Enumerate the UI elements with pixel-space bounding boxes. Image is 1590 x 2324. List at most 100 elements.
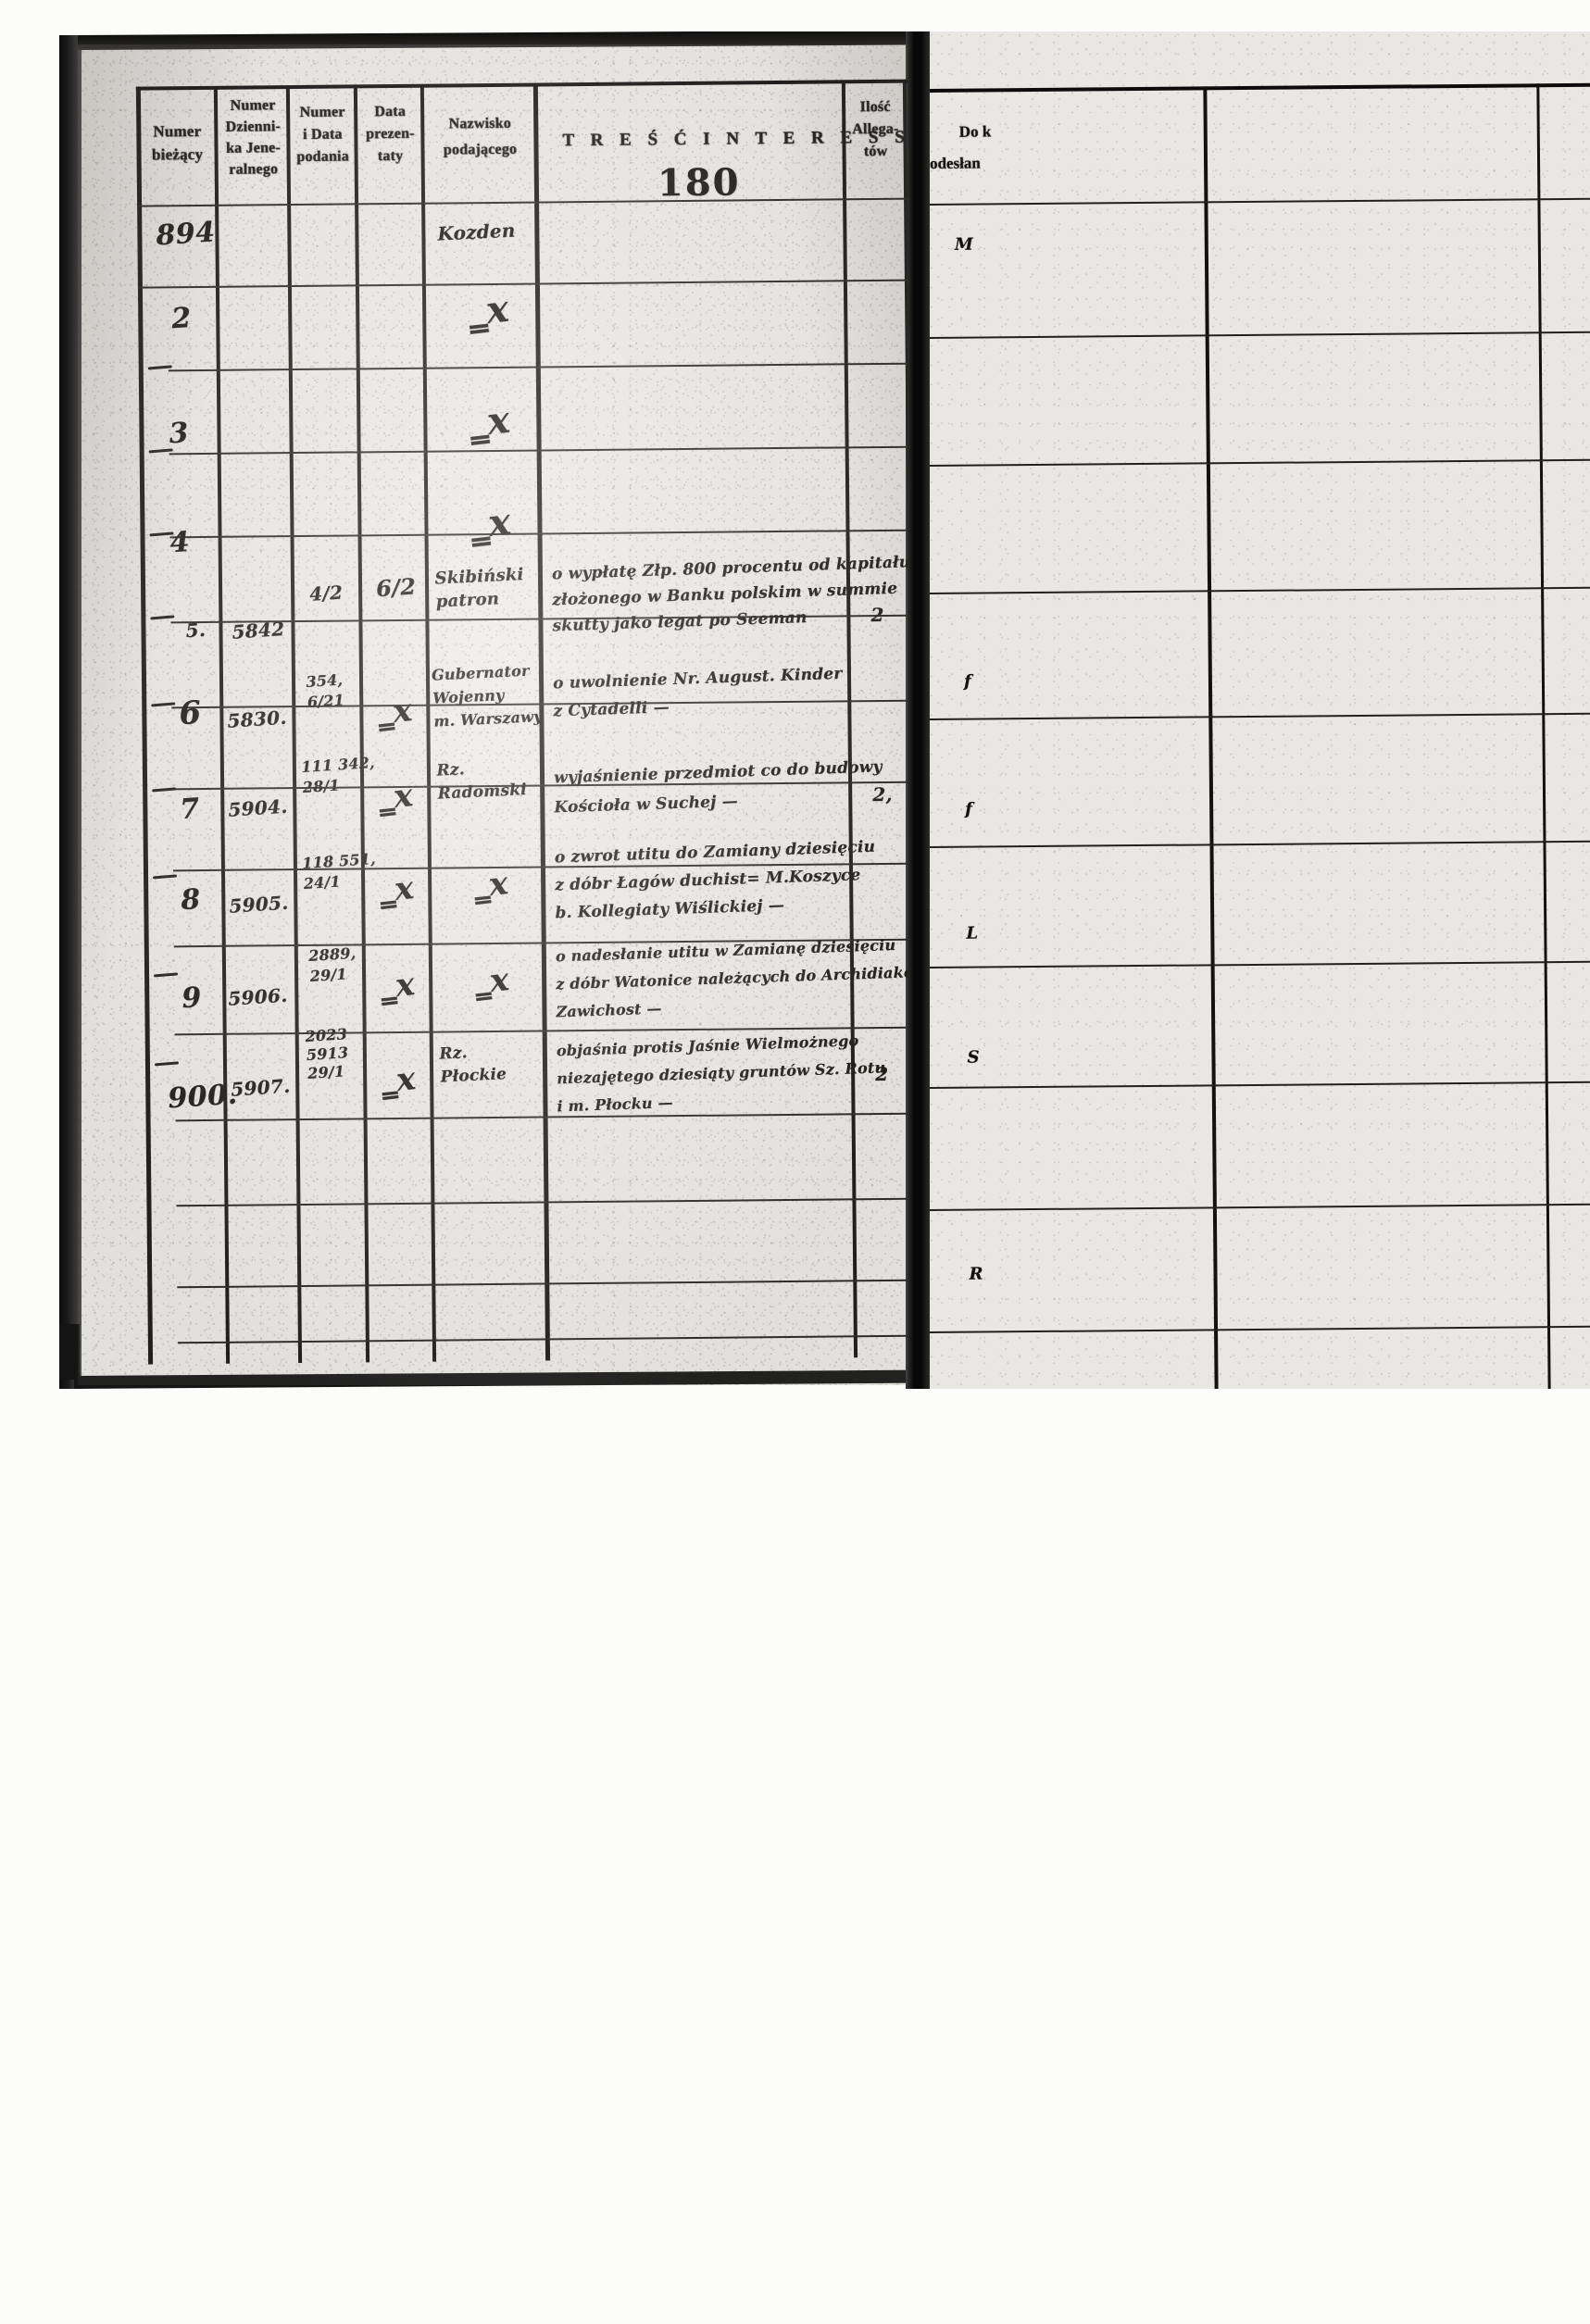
- adjacent-mark: M: [954, 234, 974, 255]
- header-numer-dziennika: Numer Dzienni- ka Jene- ralnego: [218, 94, 289, 181]
- cell-numer-biezacy: 894: [155, 216, 217, 253]
- ditto-mark: ‗x: [376, 777, 415, 818]
- cell-numer-biezacy: 2: [170, 301, 193, 336]
- scan-margin-top: [0, 0, 1590, 31]
- header-line: Dzienni-: [225, 119, 282, 135]
- header-line: bieżący: [151, 144, 204, 164]
- cell-numer-biezacy: 5.: [184, 618, 207, 643]
- header-data-prezentaty: Data prezen- taty: [357, 101, 423, 169]
- rule-h-top: [135, 79, 908, 91]
- rule-v-left: [135, 86, 154, 1365]
- adjacent-mark: R: [969, 1264, 983, 1284]
- header-line: Ilość: [859, 98, 891, 116]
- cell-numer-dziennika: 5830.: [226, 706, 288, 732]
- ditto-mark: ‗x: [377, 869, 416, 911]
- cell-nazwisko: Kozden: [436, 219, 516, 245]
- header-line: Numer: [230, 97, 276, 114]
- header-line: Numer: [153, 121, 202, 141]
- cell-tresc-line: Zawichost —: [556, 999, 662, 1021]
- row-dash: [154, 1061, 180, 1067]
- cell-numer-biezacy: 8: [180, 882, 202, 918]
- ditto-mark: ‗x: [466, 397, 512, 446]
- cell-numer-dziennika: 5907.: [230, 1074, 292, 1101]
- adjacent-mark: S: [967, 1047, 980, 1068]
- binding-gutter-shadow: [57, 35, 81, 1406]
- ditto-mark: ‗x: [379, 1060, 418, 1102]
- row-dash: [150, 615, 175, 620]
- header-line: i Data: [303, 126, 343, 143]
- page-number-handwritten: 180: [657, 160, 741, 206]
- rule-h-bot: [177, 1334, 908, 1344]
- cell-numer-podania: 2023 5913 29/1: [304, 1025, 349, 1082]
- rule-h-r13: [177, 1279, 908, 1289]
- header-nazwisko-podajacego: Nazwisko podającego: [424, 111, 536, 164]
- cell-numer-biezacy: 900.: [167, 1078, 239, 1116]
- header-line: Nazwisko: [448, 115, 512, 132]
- adjacent-mark: f: [965, 799, 973, 819]
- cell-allegaty: 2: [875, 1062, 889, 1086]
- adjacent-mark: L: [966, 923, 979, 943]
- rule-h-r1: [137, 279, 908, 289]
- cell-numer-podania: 111 342, 28/1: [300, 753, 376, 796]
- cell-tresc-line: i m. Płocku —: [557, 1093, 673, 1116]
- adjacent-header-line-2: odesłan: [930, 154, 981, 172]
- header-line: Numer: [299, 104, 345, 120]
- cell-nazwisko: Rz. Radomski: [435, 760, 528, 804]
- header-line: ka Jene-: [225, 140, 282, 156]
- cell-numer-biezacy: 4: [169, 525, 192, 560]
- register-page: Numer bieżący Numer Dzienni- ka Jene- ra…: [78, 44, 908, 1385]
- rule-v-right: [902, 81, 908, 1357]
- cell-tresc-line: wyjaśnienie przedmiot co do budowy: [553, 757, 883, 788]
- rule-v-3: [353, 86, 370, 1363]
- cell-numer-podania: 354, 6/21: [305, 670, 345, 711]
- cell-allegaty: 2: [870, 603, 884, 627]
- row-dash: [152, 787, 177, 793]
- adjacent-mark: f: [963, 671, 971, 692]
- header-line: taty: [377, 147, 404, 165]
- header-line: ralnego: [229, 161, 279, 178]
- cell-nazwisko: Gubernator Wojenny m. Warszawy: [431, 661, 543, 731]
- header-line: Data: [374, 103, 407, 120]
- ditto-mark: ‗x: [471, 961, 511, 1003]
- ditto-mark: ‗x: [465, 286, 511, 335]
- cell-numer-dziennika: 5904.: [227, 794, 289, 821]
- scan-margin-bottom: [0, 1389, 1590, 2324]
- rule-v-2: [285, 87, 303, 1364]
- header-ilosc-allegatow: Ilość Allega- tów: [845, 96, 906, 164]
- cell-numer-biezacy: 6: [178, 693, 203, 733]
- rule-h-r12: [176, 1197, 908, 1207]
- cell-nazwisko: Rz. Płockie: [438, 1043, 507, 1087]
- ditto-mark: ‗x: [467, 499, 513, 548]
- rule-v-6: [841, 81, 858, 1358]
- rule-h-hdr: [137, 197, 908, 207]
- cell-numer-biezacy: 7: [179, 792, 201, 827]
- adjacent-page: Do k odesłan M f f L S R: [930, 31, 1590, 1411]
- cell-numer-podania: 4/2: [308, 581, 344, 606]
- row-dash: [153, 972, 179, 978]
- ditto-mark: ‗x: [378, 966, 417, 1007]
- cell-numer-podania: 118 551, 24/1: [301, 849, 377, 893]
- ditto-mark: ‗x: [470, 865, 510, 906]
- row-dash: [152, 874, 178, 880]
- ditto-mark: ‗x: [375, 692, 414, 733]
- register-table: Numer bieżący Numer Dzienni- ka Jene- ra…: [78, 44, 908, 1385]
- cell-numer-dziennika: 5905.: [228, 891, 290, 918]
- cell-numer-biezacy: 3: [168, 416, 190, 451]
- cell-numer-podania: 2889, 29/1: [307, 943, 357, 985]
- cell-allegaty: 2,: [872, 782, 893, 806]
- adjacent-header-line-1: Do k: [958, 122, 992, 141]
- cell-numer-biezacy: 9: [181, 981, 203, 1016]
- cell-tresc-line: z Cytadelli —: [553, 698, 670, 721]
- header-line: Allega-: [852, 120, 899, 138]
- rule-h-r11: [175, 1112, 908, 1122]
- header-numer-podania: Numer i Data podania: [290, 101, 356, 169]
- cell-tresc-line: b. Kollegiaty Wiślickiej —: [555, 895, 785, 923]
- header-numer-biezacy: Numer bieżący: [138, 119, 216, 167]
- header-line: tów: [863, 143, 888, 160]
- header-line: prezen-: [365, 125, 415, 143]
- cell-nazwisko: Skibiński patron: [433, 565, 524, 612]
- cell-numer-dziennika: 5842: [231, 618, 286, 643]
- header-line: podania: [296, 148, 349, 166]
- cell-tresc-line: o uwolnienie Nr. August. Kinder: [552, 664, 843, 693]
